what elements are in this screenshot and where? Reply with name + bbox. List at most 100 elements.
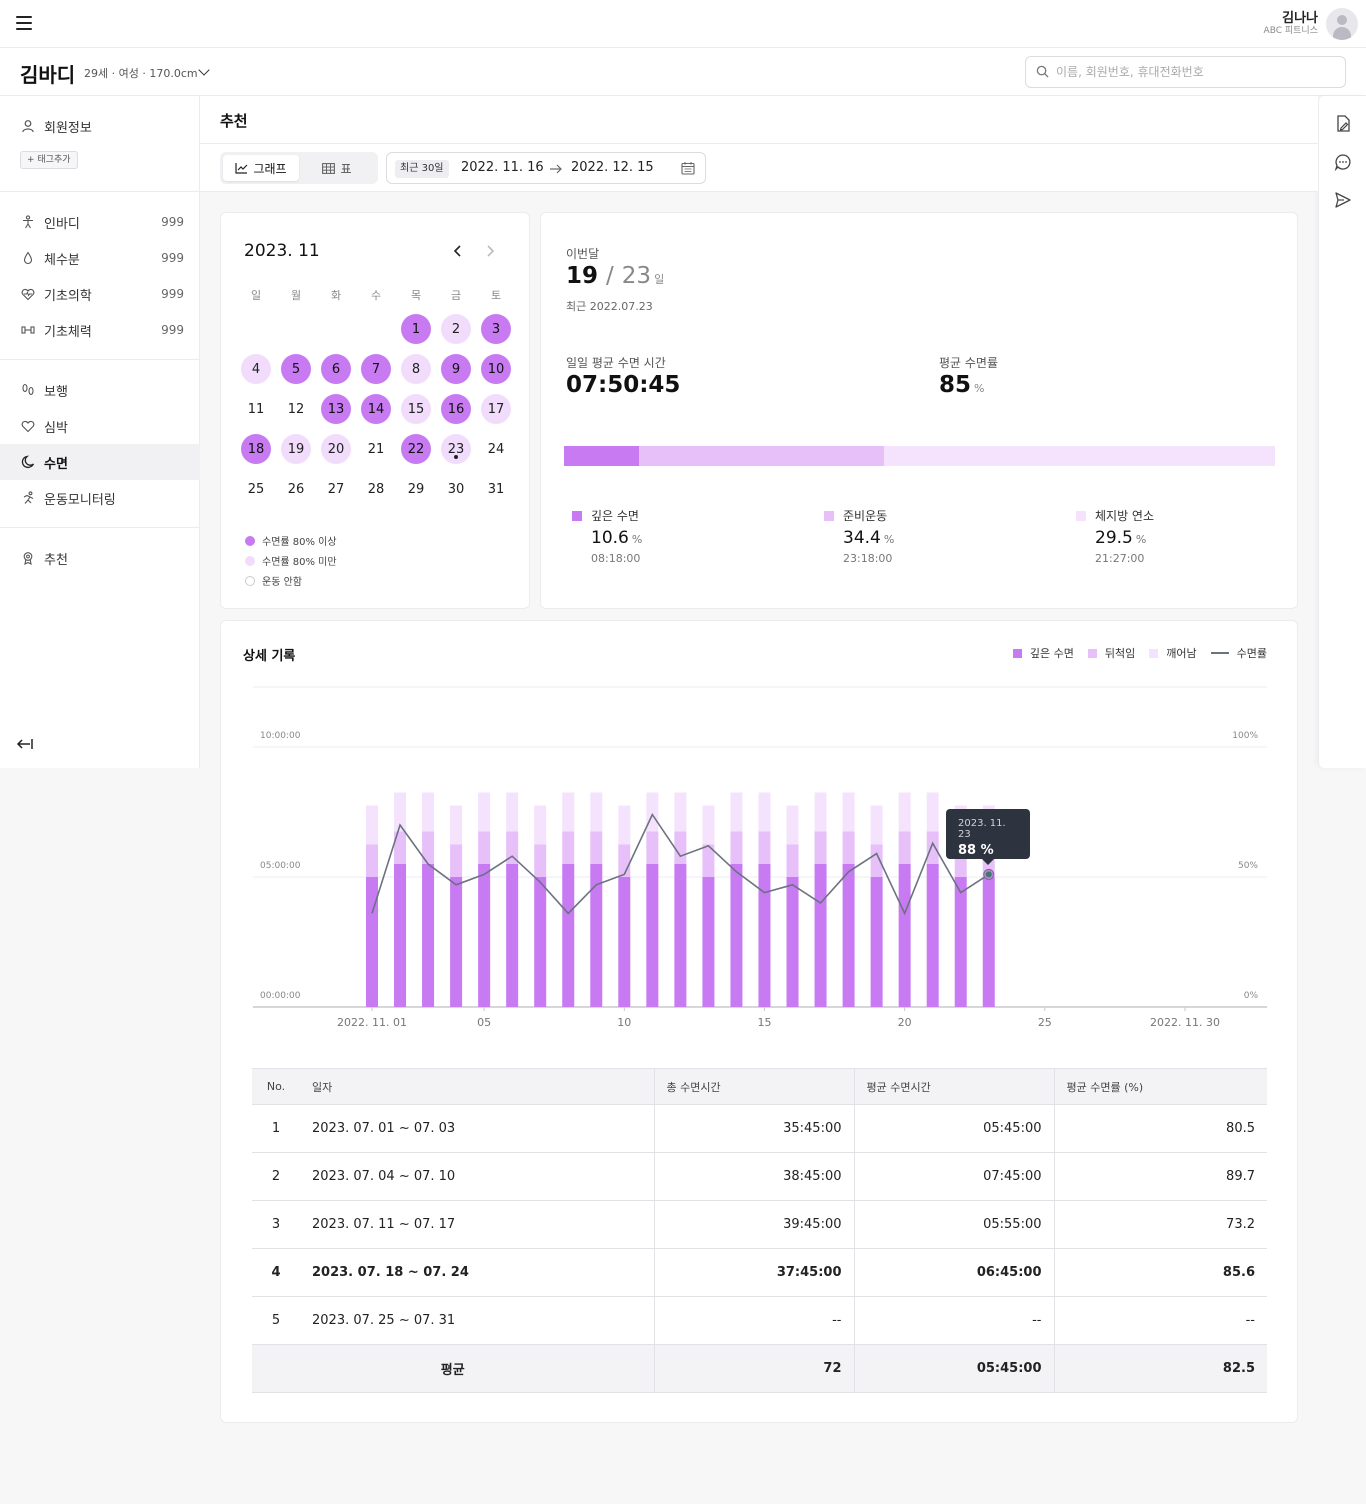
legend-item[interactable]: 깊은 수면 (1012, 645, 1074, 661)
calendar-day[interactable]: 21 (361, 434, 391, 464)
bar-segment[interactable] (646, 864, 659, 1007)
column-header[interactable]: 평균 수면률 (%) (1053, 1068, 1267, 1105)
chevron-right-icon[interactable] (482, 243, 498, 259)
bar-segment[interactable] (758, 792, 771, 832)
chevron-left-icon[interactable] (450, 243, 466, 259)
bar-segment[interactable] (506, 792, 519, 832)
bar-segment[interactable] (590, 792, 603, 832)
bar-segment[interactable] (926, 831, 939, 865)
calendar-day[interactable]: 18 (241, 434, 271, 464)
bar-segment[interactable] (646, 792, 659, 832)
calendar-day[interactable]: 28 (361, 474, 391, 504)
legend-item[interactable]: 뒤척임 (1087, 645, 1135, 661)
calendar-day[interactable]: 2 (441, 314, 471, 344)
avatar[interactable] (1326, 8, 1358, 40)
calendar-day[interactable]: 9 (441, 354, 471, 384)
bar-segment[interactable] (898, 831, 911, 865)
range-start-date[interactable]: 2022. 11. 16 (461, 160, 544, 175)
bar-segment[interactable] (842, 831, 855, 865)
column-header[interactable]: 총 수면시간 (653, 1068, 854, 1105)
calendar-day[interactable]: 13 (321, 394, 351, 424)
bar-segment[interactable] (702, 805, 715, 845)
calendar-day[interactable]: 17 (481, 394, 511, 424)
calendar-day[interactable]: 25 (241, 474, 271, 504)
calendar-day[interactable]: 6 (321, 354, 351, 384)
add-tag-button[interactable]: + 태그추가 (20, 151, 78, 169)
bar-segment[interactable] (870, 844, 883, 878)
bar-segment[interactable] (394, 864, 407, 1007)
send-icon[interactable] (1333, 190, 1353, 210)
sidebar-item-walking[interactable]: 보행 (0, 372, 200, 408)
bar-segment[interactable] (450, 844, 463, 878)
sidebar-item-heartrate[interactable]: 심박 (0, 408, 200, 444)
bar-segment[interactable] (534, 844, 547, 878)
bar-segment[interactable] (618, 805, 631, 845)
column-header[interactable]: 평균 수면시간 (853, 1068, 1054, 1105)
chevron-down-icon[interactable] (198, 64, 210, 76)
calendar-day[interactable]: 31 (481, 474, 511, 504)
bar-segment[interactable] (870, 877, 883, 1007)
bar-segment[interactable] (562, 864, 575, 1007)
bar-segment[interactable] (618, 844, 631, 878)
sidebar-item-exercise[interactable]: 운동모니터링 (0, 480, 200, 516)
menu-icon[interactable] (16, 16, 32, 30)
calendar-day[interactable]: 14 (361, 394, 391, 424)
calendar-day[interactable]: 5 (281, 354, 311, 384)
calendar-day[interactable]: 22 (401, 434, 431, 464)
bar-segment[interactable] (730, 831, 743, 865)
bar-segment[interactable] (478, 792, 491, 832)
bar-segment[interactable] (394, 831, 407, 865)
calendar-day[interactable]: 12 (281, 394, 311, 424)
edit-document-icon[interactable] (1333, 114, 1353, 134)
bar-segment[interactable] (702, 844, 715, 878)
bar-segment[interactable] (730, 792, 743, 832)
bar-segment[interactable] (450, 805, 463, 845)
bar-segment[interactable] (366, 844, 378, 878)
calendar-day[interactable]: 11 (241, 394, 271, 424)
calendar-day[interactable]: 27 (321, 474, 351, 504)
legend-item[interactable]: 수면률 (1210, 645, 1267, 661)
calendar-day[interactable]: 19 (281, 434, 311, 464)
bar-segment[interactable] (478, 831, 491, 865)
bar-segment[interactable] (926, 864, 939, 1007)
table-row[interactable]: 5 2023. 07. 25 ~ 07. 31 -- -- -- (252, 1296, 1267, 1345)
bar-segment[interactable] (842, 864, 855, 1007)
sidebar-item-sleep[interactable]: 수면 (0, 444, 200, 480)
graph-view-button[interactable]: 그래프 (223, 155, 299, 181)
calendar-day[interactable]: 20 (321, 434, 351, 464)
calendar-icon[interactable] (681, 161, 695, 175)
bar-segment[interactable] (562, 792, 575, 832)
date-range-picker[interactable]: 최근 30일 2022. 11. 16 2022. 12. 15 (386, 152, 706, 184)
calendar-day[interactable]: 10 (481, 354, 511, 384)
bar-segment[interactable] (758, 864, 771, 1007)
bar-segment[interactable] (450, 877, 463, 1007)
bar-segment[interactable] (618, 877, 631, 1007)
bar-segment[interactable] (730, 864, 743, 1007)
bar-segment[interactable] (814, 864, 827, 1007)
calendar-day[interactable]: 7 (361, 354, 391, 384)
bar-segment[interactable] (814, 831, 827, 865)
calendar-day[interactable]: 30 (441, 474, 471, 504)
calendar-day[interactable]: 23 (441, 434, 471, 464)
bar-segment[interactable] (562, 831, 575, 865)
bar-segment[interactable] (786, 877, 799, 1007)
bar-segment[interactable] (506, 831, 519, 865)
table-row[interactable]: 1 2023. 07. 01 ~ 07. 03 35:45:00 05:45:00 80… (252, 1104, 1267, 1153)
bar-segment[interactable] (534, 877, 547, 1007)
bar-segment[interactable] (366, 877, 378, 1007)
sidebar-item-water[interactable]: 체수분 999 (0, 240, 200, 276)
bar-segment[interactable] (926, 792, 939, 832)
bar-segment[interactable] (534, 805, 547, 845)
table-view-button[interactable]: 표 (299, 155, 375, 181)
chat-icon[interactable] (1333, 152, 1353, 172)
calendar-day[interactable]: 16 (441, 394, 471, 424)
sidebar-item-inbody[interactable]: 인바디 999 (0, 204, 200, 240)
bar-segment[interactable] (702, 877, 715, 1007)
bar-segment[interactable] (674, 792, 687, 832)
bar-segment[interactable] (422, 831, 435, 865)
sidebar-item-fitness[interactable]: 기초체력 999 (0, 312, 200, 348)
bar-segment[interactable] (506, 864, 519, 1007)
bar-segment[interactable] (758, 831, 771, 865)
calendar-day[interactable]: 1 (401, 314, 431, 344)
bar-segment[interactable] (422, 864, 435, 1007)
